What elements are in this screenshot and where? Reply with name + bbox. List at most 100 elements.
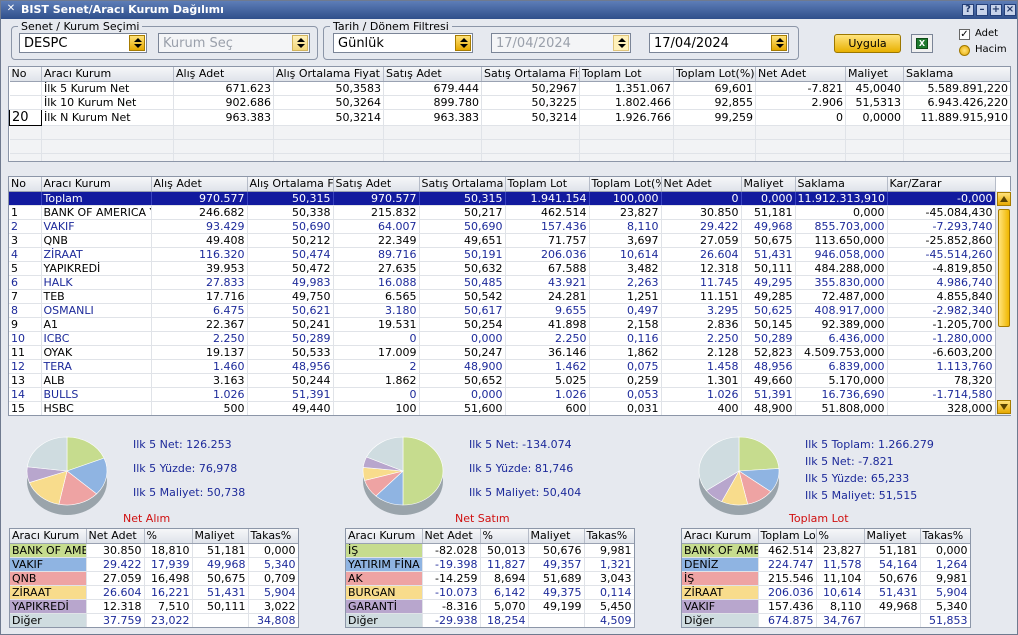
column-header[interactable]: % (480, 529, 529, 544)
radio-icon[interactable] (959, 45, 970, 56)
column-header[interactable]: Takas% (248, 529, 298, 544)
scroll-up-icon[interactable] (997, 192, 1011, 206)
chevron-down-icon[interactable] (129, 35, 145, 51)
minimize-icon[interactable]: – (976, 4, 988, 16)
scroll-down-icon[interactable] (997, 400, 1011, 414)
table-row[interactable]: 14 BULLS 1.026 51,391 0 0,000 1.026 0,053 1.026 5… (9, 387, 996, 402)
column-header[interactable]: Alış Adet (151, 177, 248, 192)
column-header[interactable]: Maliyet (845, 67, 904, 82)
column-header[interactable]: No (9, 67, 42, 82)
column-header[interactable]: Toplam Lot(%) (673, 67, 756, 82)
table-row[interactable]: 2 VAKIF 93.429 50,690 64.007 50,690 157.436 8,1… (9, 219, 996, 234)
table-row[interactable]: ZİRAAT 206.036 10,614 51,431 5,904 (682, 585, 970, 600)
table-row[interactable]: 20 İlk N Kurum Net 963.383 50,3214 963.383 50… (9, 108, 1010, 126)
excel-export-button[interactable]: X (911, 34, 933, 53)
checkbox-icon[interactable]: ✓ (959, 29, 970, 40)
table-row[interactable]: İŞ -82.028 50,013 50,676 9,981 (346, 543, 634, 558)
column-header[interactable]: Takas% (584, 529, 634, 544)
table-row[interactable]: QNB 27.059 16,498 50,675 0,709 (10, 571, 298, 586)
column-header[interactable]: Alış Ortalama Fiyat (273, 67, 384, 82)
column-header[interactable]: Satış Adet (383, 67, 482, 82)
column-header[interactable]: % (144, 529, 193, 544)
column-header[interactable]: Maliyet (528, 529, 585, 544)
table-row[interactable]: 11 OYAK 19.137 50,533 17.009 50,247 36.146 1,86… (9, 345, 996, 360)
senet-select[interactable]: DESPC (19, 33, 147, 53)
table-row[interactable]: DENİZ 224.747 11,578 54,164 1,264 (682, 557, 970, 572)
column-header[interactable]: Satış Ortalama Fi (419, 177, 506, 192)
table-row[interactable]: AK -14.259 8,694 51,689 3,043 (346, 571, 634, 586)
column-header[interactable]: Satış Ortalama Fiyat (481, 67, 580, 82)
table-row[interactable]: BANK OF AME 462.514 23,827 51,181 0,000 (682, 543, 970, 558)
table-row[interactable]: ZİRAAT 26.604 16,221 51,431 5,904 (10, 585, 298, 600)
column-header[interactable]: Toplam Lot(% (589, 177, 662, 192)
broker-table-scrollbar[interactable] (995, 191, 1011, 415)
kurum-select[interactable]: Kurum Seç (158, 33, 310, 53)
table-row[interactable]: 7 TEB 17.716 49,750 6.565 50,542 24.281 1,251 11… (9, 289, 996, 304)
scroll-thumb[interactable] (998, 209, 1010, 327)
table-row[interactable]: 12 TERA 1.460 48,956 2 48,900 1.462 0,075 1.458 4… (9, 359, 996, 374)
table-row[interactable]: 10 ICBC 2.250 50,289 0 0,000 2.250 0,116 2.250 50… (9, 331, 996, 346)
column-header[interactable]: Maliyet (192, 529, 249, 544)
column-header[interactable]: Net Adet (422, 529, 481, 544)
table-row[interactable]: 13 ALB 3.163 50,244 1.862 50,652 5.025 0,259 1.3… (9, 373, 996, 388)
column-header[interactable]: No (9, 177, 42, 192)
column-header[interactable]: % (816, 529, 865, 544)
column-header[interactable]: Net Adet (661, 177, 742, 192)
close-icon[interactable]: × (1004, 4, 1016, 16)
chevron-down-icon[interactable] (771, 35, 787, 51)
table-row[interactable]: 1 BANK OF AMERICA Y 246.682 50,338 215.832 50… (9, 205, 996, 220)
column-header[interactable]: Kar/Zarar (887, 177, 996, 192)
table-row[interactable]: Diğer 674.875 34,767 51,853 (682, 613, 970, 627)
table-row[interactable]: 6 HALK 27.833 49,983 16.088 50,485 43.921 2,263… (9, 275, 996, 290)
column-header[interactable]: Takas% (920, 529, 970, 544)
column-header[interactable]: Alış Adet (173, 67, 274, 82)
apply-button[interactable]: Uygula (834, 34, 901, 53)
table-row[interactable]: İlk 10 Kurum Net 902.686 50,3264 899.780 50,… (9, 95, 1010, 110)
table-row[interactable]: 9 A1 22.367 50,241 19.531 50,254 41.898 2,158 2.… (9, 317, 996, 332)
period-select[interactable]: Günlük (333, 33, 473, 53)
column-header[interactable]: Saklama (795, 177, 888, 192)
column-header[interactable]: Toplam Lot (579, 67, 674, 82)
table-cell: -25.852,860 (887, 233, 996, 248)
table-row[interactable]: VAKIF 29.422 17,939 49,968 5,340 (10, 557, 298, 572)
table-row[interactable]: YAPIKREDİ 12.318 7,510 50,111 3,022 (10, 599, 298, 614)
column-header[interactable]: Saklama (903, 67, 1010, 82)
table-row[interactable]: Diğer -29.938 18,254 4,509 (346, 613, 634, 627)
column-header[interactable]: Aracı Kurum (41, 67, 174, 82)
table-row[interactable]: 8 OSMANLI 6.475 50,621 3.180 50,617 9.655 0,497… (9, 303, 996, 318)
table-row[interactable]: Diğer 37.759 23,022 34,808 (10, 613, 298, 627)
table-row[interactable]: YATIRIM FİNA -19.398 11,827 49,357 1,321 (346, 557, 634, 572)
table-row[interactable]: İlk 5 Kurum Net 671.623 50,3583 679.444 50,2… (9, 81, 1010, 96)
table-row[interactable]: GARANTİ -8.316 5,070 49,199 5,450 (346, 599, 634, 614)
table-row[interactable]: 15 HSBC 500 49,440 100 51,600 600 0,031 400 48,90… (9, 401, 996, 415)
chevron-down-icon[interactable] (455, 35, 471, 51)
column-header[interactable]: Satış Adet (333, 177, 420, 192)
column-header[interactable]: Net Adet (86, 529, 145, 544)
chevron-down-icon[interactable] (292, 35, 308, 51)
calendar-icon[interactable] (613, 35, 629, 51)
close-window-icon[interactable]: ✕ (6, 3, 16, 14)
table-row[interactable]: İŞ 215.546 11,104 50,676 9,981 (682, 571, 970, 586)
table-row[interactable]: 3 QNB 49.408 50,212 22.349 49,651 71.757 3,697 2… (9, 233, 996, 248)
table-row[interactable]: BANK OF AME 30.850 18,810 51,181 0,000 (10, 543, 298, 558)
n-count-input[interactable]: 20 (9, 108, 42, 126)
table-row[interactable]: VAKIF 157.436 8,110 49,968 5,340 (682, 599, 970, 614)
end-date-field[interactable]: 17/04/2024 (649, 33, 789, 53)
column-header[interactable]: Toplam Lot (758, 529, 817, 544)
column-header[interactable]: Net Adet (755, 67, 846, 82)
column-header[interactable]: Toplam Lot (505, 177, 590, 192)
table-row[interactable]: Toplam 970.577 50,315 970.577 50,315 1.941.15… (9, 191, 996, 206)
table-row[interactable]: 4 ZİRAAT 116.320 50,474 89.716 50,191 206.036 1… (9, 247, 996, 262)
column-header[interactable]: Maliyet (741, 177, 796, 192)
column-header[interactable]: Aracı Kurum (41, 177, 152, 192)
column-header[interactable]: Aracı Kurum (346, 529, 423, 544)
column-header[interactable]: Maliyet (864, 529, 921, 544)
help-icon[interactable]: ? (962, 4, 974, 16)
maximize-icon[interactable]: + (990, 4, 1002, 16)
start-date-field[interactable]: 17/04/2024 (491, 33, 631, 53)
table-row[interactable]: 5 YAPIKREDİ 39.953 50,472 27.635 50,632 67.588… (9, 261, 996, 276)
column-header[interactable]: Aracı Kurum (10, 529, 87, 544)
column-header[interactable]: Alış Ortalama Fiy (247, 177, 334, 192)
table-row[interactable]: BURGAN -10.073 6,142 49,375 0,114 (346, 585, 634, 600)
column-header[interactable]: Aracı Kurum (682, 529, 759, 544)
